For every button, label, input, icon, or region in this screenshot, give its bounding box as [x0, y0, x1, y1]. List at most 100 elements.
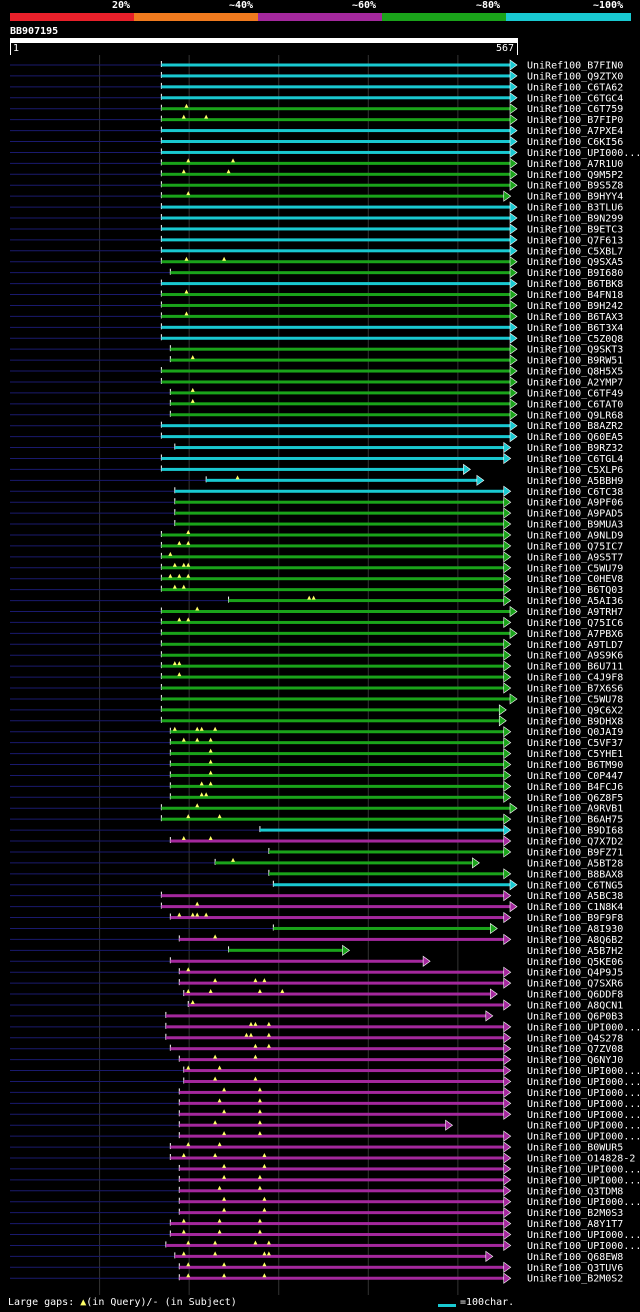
hit-label[interactable]: UniRef100_A5AI36: [527, 596, 623, 607]
hit-bar[interactable]: [170, 358, 511, 362]
hit-bar[interactable]: [174, 511, 505, 515]
hit-bar[interactable]: [179, 1276, 505, 1280]
hit-bar[interactable]: [161, 118, 511, 122]
hit-bar[interactable]: [161, 205, 511, 209]
hit-label[interactable]: UniRef100_B9S5Z8: [527, 181, 623, 192]
hit-label[interactable]: UniRef100_B9FZ71: [527, 847, 623, 858]
hit-label[interactable]: UniRef100_C6KI56: [527, 137, 623, 148]
hit-bar[interactable]: [161, 336, 511, 340]
hit-bar[interactable]: [170, 763, 505, 767]
hit-bar[interactable]: [170, 741, 505, 745]
hit-label[interactable]: UniRef100_B7FIP0: [527, 115, 623, 126]
hit-bar[interactable]: [161, 675, 505, 679]
hit-bar[interactable]: [161, 325, 511, 329]
hit-label[interactable]: UniRef100_B9RZ32: [527, 443, 623, 454]
hit-label[interactable]: UniRef100_UPI000...: [527, 1230, 640, 1241]
hit-bar[interactable]: [170, 1233, 505, 1237]
hit-bar[interactable]: [161, 686, 505, 690]
hit-label[interactable]: UniRef100_Q4S278: [527, 1033, 623, 1044]
hit-label[interactable]: UniRef100_B4FN18: [527, 290, 623, 301]
hit-bar[interactable]: [183, 1079, 505, 1083]
hit-bar[interactable]: [161, 653, 505, 657]
hit-label[interactable]: UniRef100_B9MUA3: [527, 520, 623, 531]
hit-label[interactable]: UniRef100_B9H242: [527, 301, 623, 312]
hit-bar[interactable]: [179, 1265, 505, 1269]
hit-label[interactable]: UniRef100_A9TRH7: [527, 607, 623, 618]
hit-label[interactable]: UniRef100_B9F9F8: [527, 913, 623, 924]
hit-label[interactable]: UniRef100_UPI000...: [527, 1088, 640, 1099]
hit-bar[interactable]: [170, 413, 511, 417]
hit-label[interactable]: UniRef100_C5VF37: [527, 738, 623, 749]
hit-bar[interactable]: [188, 1003, 505, 1007]
hit-label[interactable]: UniRef100_Q5KE06: [527, 957, 623, 968]
hit-label[interactable]: UniRef100_UPI000...: [527, 1241, 640, 1252]
hit-bar[interactable]: [170, 1145, 505, 1149]
hit-label[interactable]: UniRef100_B9DHX8: [527, 716, 623, 727]
hit-bar[interactable]: [161, 260, 511, 264]
hit-label[interactable]: UniRef100_C1N8K4: [527, 902, 623, 913]
hit-bar[interactable]: [161, 642, 505, 646]
hit-label[interactable]: UniRef100_Q7F613: [527, 235, 623, 246]
hit-label[interactable]: UniRef100_UPI000...: [527, 1077, 640, 1088]
hit-bar[interactable]: [161, 172, 511, 176]
hit-label[interactable]: UniRef100_Q3TDM8: [527, 1186, 623, 1197]
hit-bar[interactable]: [161, 435, 511, 439]
hit-label[interactable]: UniRef100_A5BC38: [527, 891, 623, 902]
hit-label[interactable]: UniRef100_Q75IC7: [527, 541, 623, 552]
hit-label[interactable]: UniRef100_B7X6S6: [527, 684, 623, 695]
hit-bar[interactable]: [179, 981, 505, 985]
hit-bar[interactable]: [161, 544, 505, 548]
hit-bar[interactable]: [179, 1134, 505, 1138]
hit-label[interactable]: UniRef100_B2M0S3: [527, 1208, 623, 1219]
hit-label[interactable]: UniRef100_C0P447: [527, 771, 623, 782]
hit-bar[interactable]: [268, 850, 505, 854]
hit-bar[interactable]: [161, 140, 511, 144]
hit-label[interactable]: UniRef100_UPI000...: [527, 1121, 640, 1132]
hit-label[interactable]: UniRef100_A8I930: [527, 924, 623, 935]
hit-bar[interactable]: [161, 620, 505, 624]
hit-label[interactable]: UniRef100_B9N299: [527, 214, 623, 225]
hit-bar[interactable]: [179, 1167, 505, 1171]
hit-label[interactable]: UniRef100_UPI000...: [527, 1066, 640, 1077]
hit-label[interactable]: UniRef100_B6TBK8: [527, 279, 623, 290]
hit-bar[interactable]: [161, 227, 511, 231]
hit-label[interactable]: UniRef100_A9S9K6: [527, 651, 623, 662]
hit-bar[interactable]: [268, 872, 505, 876]
hit-bar[interactable]: [170, 1222, 505, 1226]
hit-label[interactable]: UniRef100_C6TGL4: [527, 454, 623, 465]
hit-label[interactable]: UniRef100_Q9LR68: [527, 410, 623, 421]
hit-bar[interactable]: [170, 773, 505, 777]
hit-label[interactable]: UniRef100_C6T759: [527, 104, 623, 115]
hit-bar[interactable]: [179, 1211, 505, 1215]
hit-label[interactable]: UniRef100_C6TF49: [527, 388, 623, 399]
hit-bar[interactable]: [179, 1178, 505, 1182]
hit-label[interactable]: UniRef100_B6TAX3: [527, 312, 623, 323]
hit-bar[interactable]: [161, 631, 511, 635]
hit-bar[interactable]: [161, 303, 511, 307]
hit-bar[interactable]: [170, 752, 505, 756]
hit-bar[interactable]: [174, 446, 505, 450]
hit-label[interactable]: UniRef100_UPI000...: [527, 1197, 640, 1208]
hit-label[interactable]: UniRef100_B6T3X4: [527, 323, 623, 334]
hit-bar[interactable]: [161, 719, 501, 723]
hit-bar[interactable]: [183, 1069, 505, 1073]
hit-label[interactable]: UniRef100_Q6P0B3: [527, 1011, 623, 1022]
hit-bar[interactable]: [161, 74, 511, 78]
hit-bar[interactable]: [161, 697, 511, 701]
hit-label[interactable]: UniRef100_C5WU79: [527, 563, 623, 574]
hit-label[interactable]: UniRef100_Q3TUV6: [527, 1263, 623, 1274]
hit-bar[interactable]: [161, 588, 505, 592]
hit-bar[interactable]: [161, 85, 511, 89]
hit-label[interactable]: UniRef100_O14828-2: [527, 1154, 635, 1165]
hit-bar[interactable]: [179, 1058, 505, 1062]
hit-label[interactable]: UniRef100_A8QCN1: [527, 1000, 623, 1011]
hit-label[interactable]: UniRef100_A9PF06: [527, 498, 623, 509]
hit-label[interactable]: UniRef100_B6AH75: [527, 815, 623, 826]
hit-bar[interactable]: [161, 817, 505, 821]
hit-bar[interactable]: [170, 402, 511, 406]
hit-bar[interactable]: [161, 314, 511, 318]
hit-label[interactable]: UniRef100_A9PAD5: [527, 509, 623, 520]
hit-label[interactable]: UniRef100_B3TLU6: [527, 203, 623, 214]
hit-label[interactable]: UniRef100_Q8H5X5: [527, 367, 623, 378]
hit-label[interactable]: UniRef100_A5BBH9: [527, 476, 623, 487]
